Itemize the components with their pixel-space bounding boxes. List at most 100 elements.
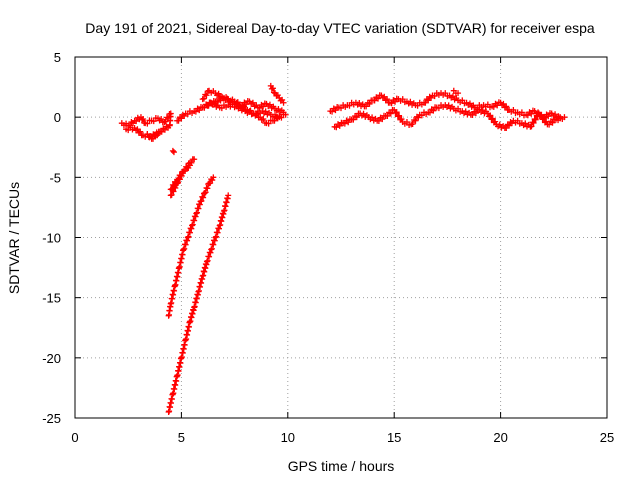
data-point-fill	[455, 105, 462, 112]
data-point-fill	[529, 119, 536, 126]
data-point-fill	[260, 103, 267, 110]
data-point-fill	[403, 118, 410, 125]
tick-layer: 0 5 10 15 20 25 5 0 -5 -10 -15 -20 -25	[42, 50, 614, 445]
data-point-fill	[414, 102, 421, 109]
data-point-fill	[188, 225, 195, 232]
data-point-fill	[144, 120, 151, 127]
data-point-fill	[233, 99, 240, 106]
data-point-fill	[435, 105, 442, 112]
y-tick-label: -5	[49, 170, 61, 185]
data-point-fill	[353, 114, 360, 121]
data-point-fill	[399, 96, 406, 103]
data-layer	[118, 82, 568, 415]
data-point-fill	[445, 102, 452, 109]
data-point-fill	[532, 116, 539, 123]
data-segment	[267, 82, 287, 106]
data-point	[280, 109, 287, 116]
data-point-fill	[262, 108, 269, 115]
data-point	[157, 128, 164, 135]
data-point-fill	[253, 111, 260, 118]
x-tick-label: 0	[71, 430, 78, 445]
data-point-fill	[158, 115, 165, 122]
data-point-fill	[540, 115, 547, 122]
data-point-fill	[140, 115, 147, 122]
data-point-fill	[177, 172, 184, 179]
data-point-fill	[170, 182, 177, 189]
data-point	[186, 162, 193, 169]
data-point-fill	[555, 117, 562, 124]
data-point-fill	[182, 241, 189, 248]
data-point-fill	[545, 113, 552, 120]
data-point-fill	[175, 176, 182, 183]
data-point-fill	[538, 112, 545, 119]
data-point-fill	[162, 118, 169, 125]
data-point-fill	[218, 105, 225, 112]
data-point-fill	[206, 253, 213, 260]
data-point-fill	[396, 112, 403, 119]
data-point-fill	[426, 109, 433, 116]
y-tick-label: -25	[42, 411, 61, 426]
data-point-fill	[531, 115, 538, 122]
data-point-fill	[350, 116, 357, 123]
data-point-fill	[530, 120, 537, 127]
data-point-fill	[518, 109, 525, 116]
data-point-fill	[469, 111, 476, 118]
data-segment	[165, 192, 232, 415]
data-point-fill	[243, 101, 250, 108]
data-point	[561, 114, 568, 121]
data-point-fill	[139, 116, 146, 123]
data-point-fill	[387, 110, 394, 117]
data-point	[276, 112, 283, 119]
data-point-fill	[537, 113, 544, 120]
data-point-fill	[546, 121, 553, 128]
data-point-fill	[489, 115, 496, 122]
data-point	[184, 234, 191, 241]
data-point-fill	[462, 108, 469, 115]
data-point-fill	[552, 111, 559, 118]
data-point	[212, 234, 219, 241]
data-point-fill	[204, 257, 211, 264]
data-point-fill	[185, 233, 192, 240]
y-tick-label: -20	[42, 351, 61, 366]
data-point-fill	[341, 120, 348, 127]
data-point-fill	[194, 209, 201, 216]
data-point-fill	[522, 120, 529, 127]
data-segment	[450, 87, 462, 97]
data-point-fill	[528, 110, 535, 117]
data-point-fill	[271, 117, 278, 124]
data-point	[201, 189, 208, 196]
data-point-fill	[168, 191, 175, 198]
data-point	[170, 149, 177, 156]
data-point-fill	[393, 109, 400, 116]
data-point-fill	[412, 117, 419, 124]
data-point-fill	[329, 108, 336, 115]
data-point-fill	[200, 95, 207, 102]
data-point-fill	[215, 90, 222, 97]
data-point-fill	[490, 103, 497, 110]
data-point	[169, 147, 176, 154]
data-point-fill	[345, 119, 352, 126]
data-point-fill	[195, 205, 202, 212]
data-point-fill	[182, 168, 189, 175]
data-point-fill	[154, 132, 161, 139]
x-tick-label: 25	[600, 430, 614, 445]
data-point	[225, 192, 232, 199]
data-point-fill	[200, 194, 207, 201]
data-segment	[169, 147, 177, 156]
data-point-fill	[209, 177, 216, 184]
data-point-fill	[360, 110, 367, 117]
data-segment	[203, 94, 287, 116]
data-point-fill	[363, 103, 370, 110]
data-point-fill	[371, 97, 378, 104]
data-point-fill	[192, 108, 199, 115]
data-point-fill	[369, 114, 376, 121]
data-point-fill	[265, 120, 272, 127]
data-point	[210, 174, 217, 181]
data-point-fill	[184, 111, 191, 118]
data-point-fill	[256, 105, 263, 112]
data-point-fill	[549, 119, 556, 126]
y-tick-label: 0	[54, 110, 61, 125]
data-point	[280, 99, 287, 106]
